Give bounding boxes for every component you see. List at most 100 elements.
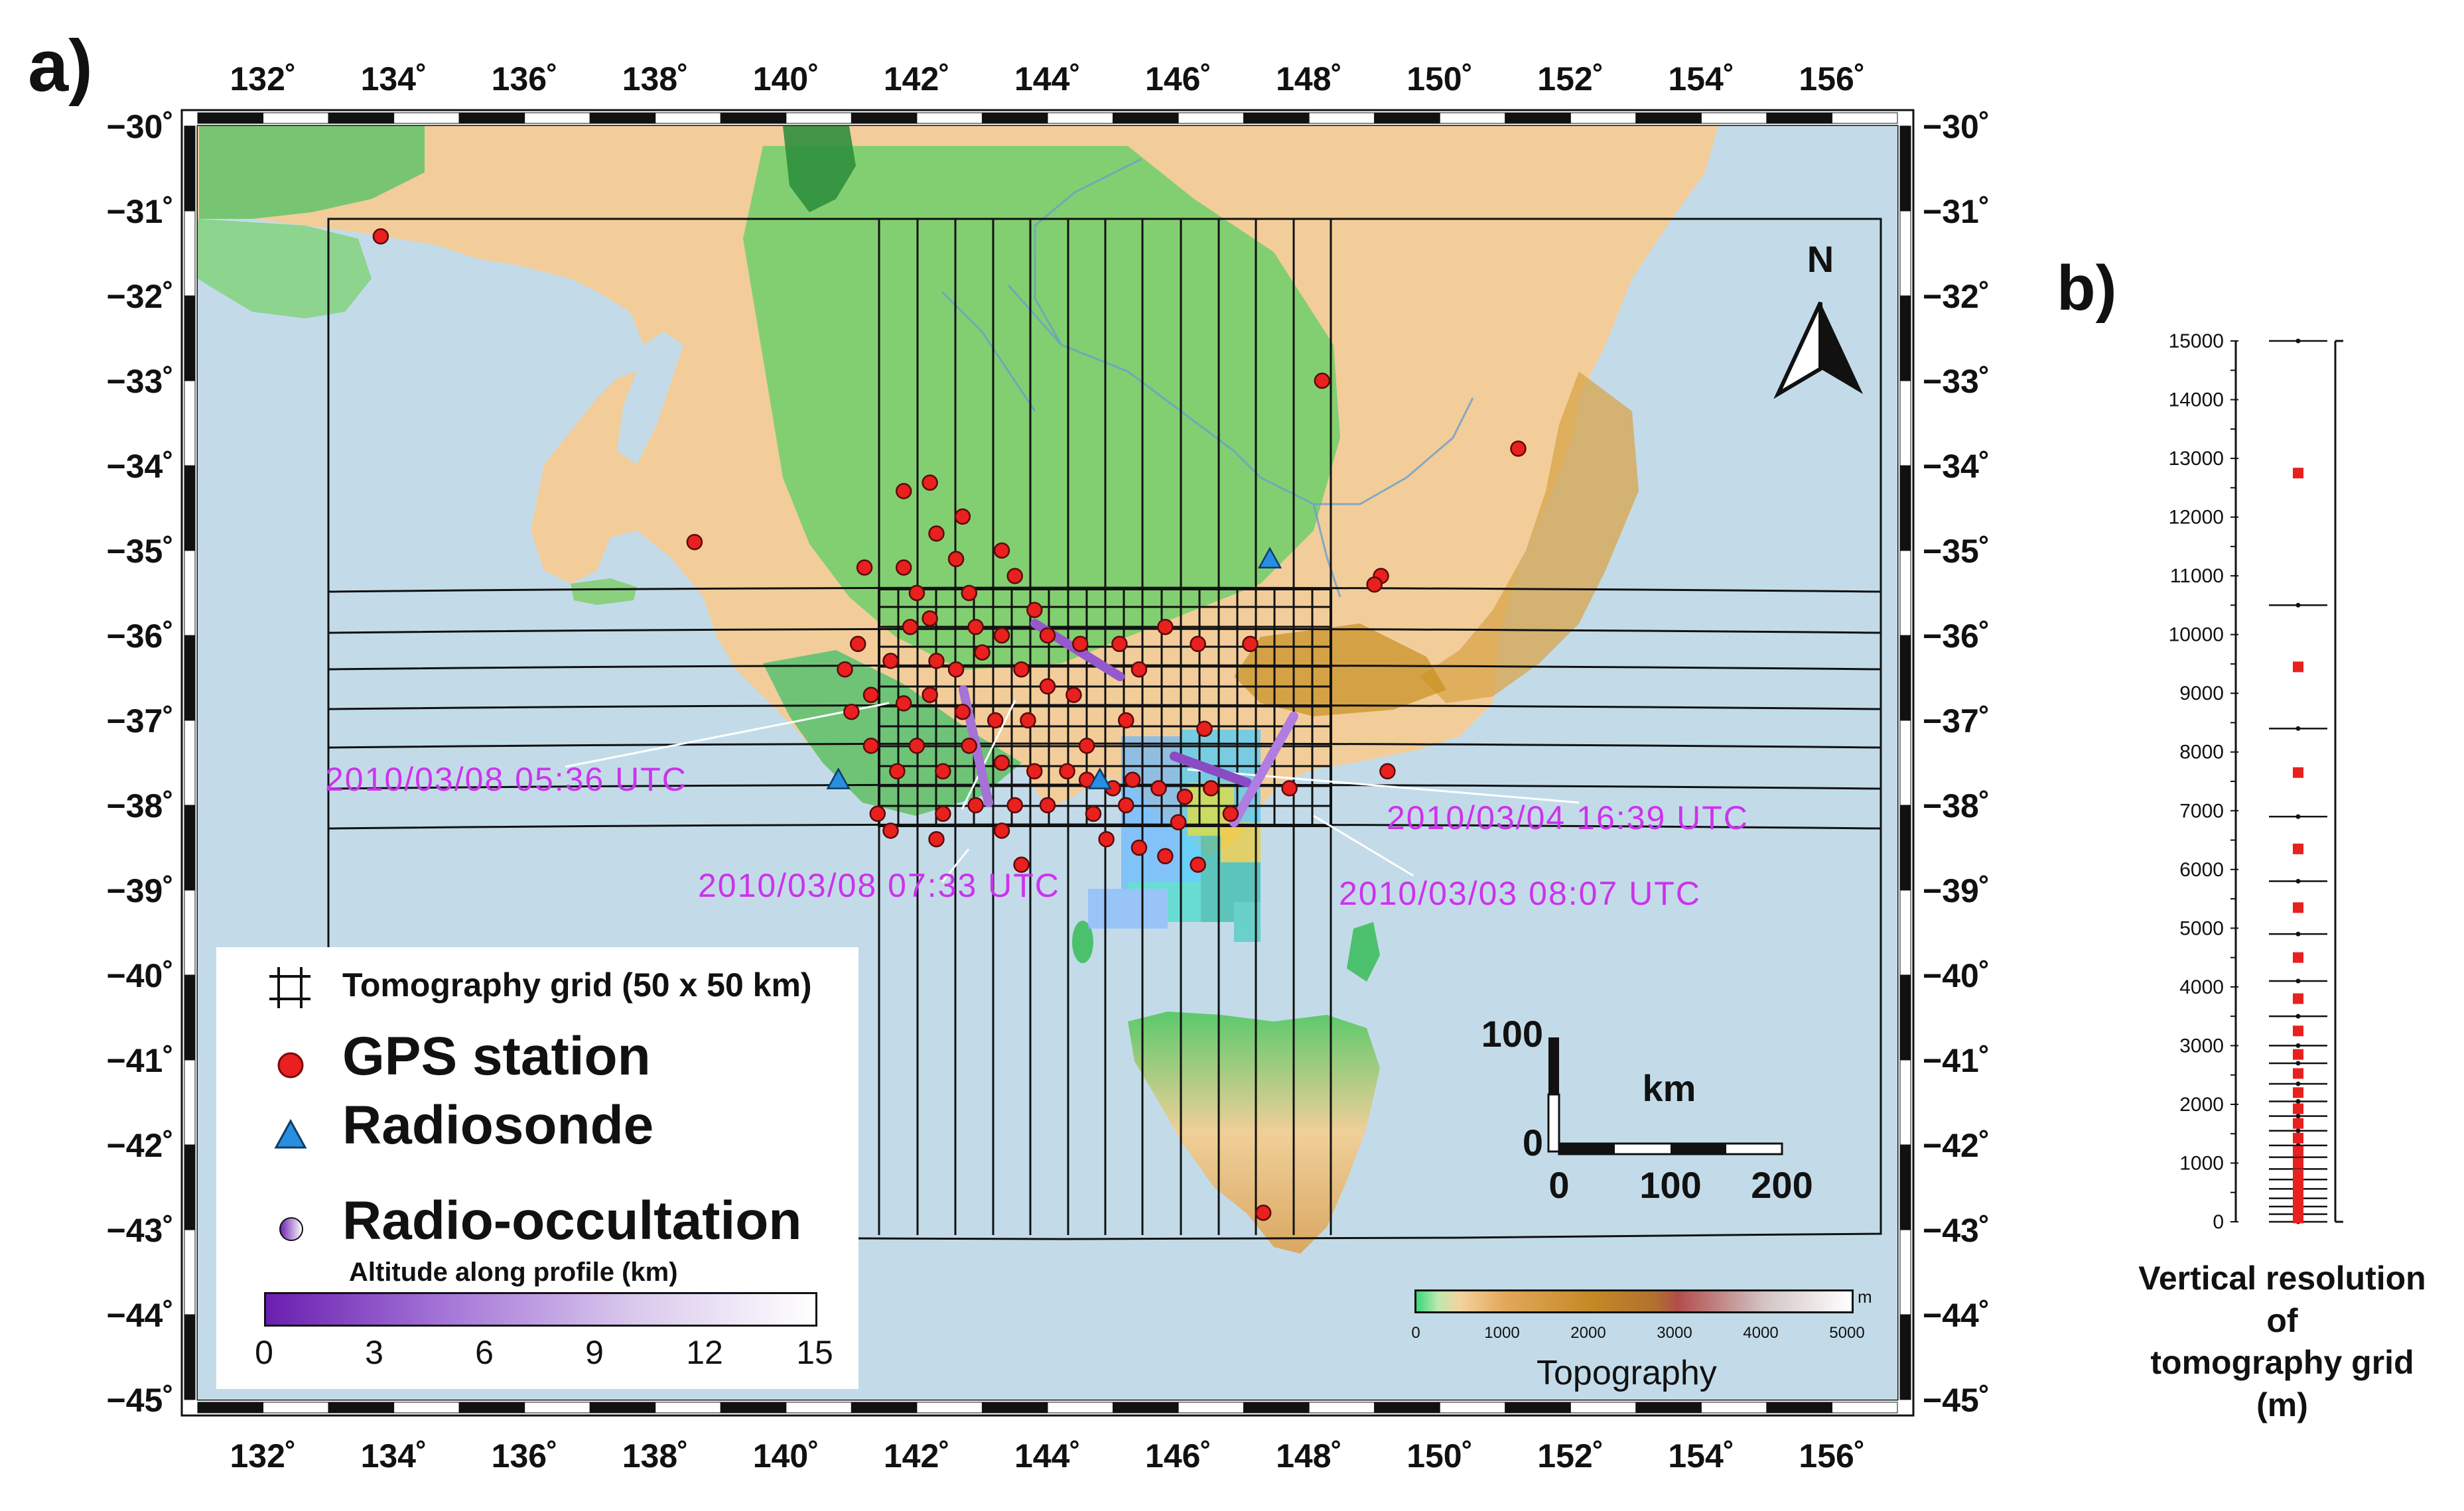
gps-station-marker[interactable] <box>1026 763 1043 780</box>
radiosonde-marker[interactable] <box>1087 767 1112 789</box>
gps-station-marker[interactable] <box>686 533 703 551</box>
gps-station-marker[interactable] <box>993 754 1010 771</box>
gps-station-marker[interactable] <box>1006 797 1023 814</box>
gps-station-marker[interactable] <box>1510 440 1527 457</box>
lon-tick-top: 146˚ <box>1145 60 1211 98</box>
lon-tick-top: 148˚ <box>1276 60 1342 98</box>
gps-station-marker[interactable] <box>889 763 906 780</box>
gps-station-marker[interactable] <box>1117 797 1134 814</box>
gps-station-marker[interactable] <box>902 618 919 635</box>
gps-station-marker[interactable] <box>882 822 899 839</box>
gps-station-marker[interactable] <box>1072 635 1089 653</box>
gps-station-marker[interactable] <box>1111 635 1128 653</box>
gps-station-marker[interactable] <box>1281 780 1298 797</box>
gps-station-marker[interactable] <box>922 610 938 627</box>
altitude-tick-15: 15 <box>796 1334 833 1371</box>
gps-station-marker[interactable] <box>1117 712 1134 729</box>
gps-station-marker[interactable] <box>947 551 965 568</box>
gps-station-marker[interactable] <box>862 687 880 703</box>
radiosonde-marker[interactable] <box>1257 547 1282 569</box>
gps-station-marker[interactable] <box>1039 797 1056 814</box>
gps-station-marker[interactable] <box>993 542 1010 559</box>
gps-station-marker[interactable] <box>928 830 945 848</box>
gps-station-marker[interactable] <box>1150 780 1167 797</box>
gps-station-marker[interactable] <box>1039 627 1056 644</box>
gps-station-marker[interactable] <box>993 627 1010 644</box>
gps-station-marker[interactable] <box>1157 848 1174 865</box>
gps-station-marker[interactable] <box>1130 839 1148 856</box>
gps-station-marker[interactable] <box>1255 1205 1272 1221</box>
gps-station-marker[interactable] <box>1098 830 1115 848</box>
gps-station-marker[interactable] <box>1065 687 1082 703</box>
scale-zero-label: 0 <box>1523 1122 1543 1163</box>
gps-station-marker[interactable] <box>1379 763 1396 780</box>
gps-station-marker[interactable] <box>856 559 873 576</box>
gps-station-marker[interactable] <box>869 805 886 822</box>
map-panel[interactable]: 2010/03/08 05:36 UTC 2010/03/08 07:33 UT… <box>0 0 1990 1511</box>
gps-station-marker[interactable] <box>1190 856 1206 873</box>
lon-tick-top: 154˚ <box>1668 60 1734 98</box>
gps-station-marker[interactable] <box>974 644 991 661</box>
gps-station-marker[interactable] <box>1085 805 1102 822</box>
vres-level-node <box>2295 1043 2301 1048</box>
gps-station-marker[interactable] <box>908 738 925 754</box>
gps-station-marker[interactable] <box>1013 661 1030 678</box>
gps-station-marker[interactable] <box>993 822 1010 839</box>
gps-station-marker[interactable] <box>895 695 912 712</box>
vres-level-node <box>2295 1014 2301 1019</box>
gps-station-marker[interactable] <box>372 228 389 245</box>
gps-station-marker[interactable] <box>1196 720 1213 738</box>
gps-station-marker[interactable] <box>1026 602 1043 618</box>
gps-station-marker[interactable] <box>1059 763 1075 780</box>
gps-station-marker[interactable] <box>1222 805 1239 822</box>
gps-station-marker[interactable] <box>961 584 978 602</box>
vres-midpoint <box>2293 1188 2303 1199</box>
gps-station-marker[interactable] <box>935 805 951 822</box>
gps-station-marker[interactable] <box>954 703 971 720</box>
gps-station-marker[interactable] <box>935 763 951 780</box>
gps-station-marker[interactable] <box>1176 788 1194 805</box>
gps-station-marker[interactable] <box>1242 635 1259 653</box>
gps-station-marker[interactable] <box>1006 568 1023 584</box>
gps-station-marker[interactable] <box>1190 635 1206 653</box>
gps-station-marker[interactable] <box>849 635 866 653</box>
gps-legend-icon <box>277 1052 304 1079</box>
gps-station-marker[interactable] <box>843 703 860 720</box>
gps-station-marker[interactable] <box>922 687 938 703</box>
gps-station-marker[interactable] <box>1366 576 1383 593</box>
gps-station-marker[interactable] <box>987 712 1004 729</box>
gps-station-marker[interactable] <box>928 653 945 669</box>
gps-station-marker[interactable] <box>922 474 938 491</box>
gps-station-marker[interactable] <box>1157 618 1174 635</box>
scale-tick-100: 100 <box>1639 1164 1701 1206</box>
vres-tick-label: 5000 <box>2179 917 2224 939</box>
gps-station-marker[interactable] <box>961 738 978 754</box>
gps-station-marker[interactable] <box>967 797 984 814</box>
gps-station-marker[interactable] <box>928 525 945 542</box>
lon-tick-bottom: 148˚ <box>1276 1437 1342 1475</box>
gps-station-marker[interactable] <box>1203 780 1219 797</box>
radiosonde-marker[interactable] <box>826 767 851 789</box>
gps-station-marker[interactable] <box>1013 856 1030 873</box>
gps-station-marker[interactable] <box>1020 712 1036 729</box>
gps-station-marker[interactable] <box>954 508 971 525</box>
gps-station-marker[interactable] <box>895 559 912 576</box>
gps-station-marker[interactable] <box>1124 771 1141 788</box>
gps-station-marker[interactable] <box>1314 372 1331 389</box>
gps-station-marker[interactable] <box>862 738 880 754</box>
lon-tick-bottom: 142˚ <box>884 1437 950 1475</box>
gps-station-marker[interactable] <box>1130 661 1148 678</box>
gps-station-marker[interactable] <box>882 653 899 669</box>
gps-station-marker[interactable] <box>837 661 853 678</box>
gps-station-marker[interactable] <box>1078 738 1095 754</box>
vres-level-node <box>2295 338 2301 344</box>
gps-station-marker[interactable] <box>895 483 912 499</box>
gps-station-marker[interactable] <box>1039 678 1056 695</box>
lat-tick-right: −32˚ <box>1923 278 1990 315</box>
gps-station-marker[interactable] <box>967 618 984 635</box>
gps-station-marker[interactable] <box>1170 814 1187 830</box>
gps-station-marker[interactable] <box>947 661 965 678</box>
lat-tick-right: −33˚ <box>1923 363 1990 400</box>
gps-station-marker[interactable] <box>908 584 925 602</box>
vertical-resolution-caption: Vertical resolution of tomography grid (m) <box>2116 1258 2448 1426</box>
